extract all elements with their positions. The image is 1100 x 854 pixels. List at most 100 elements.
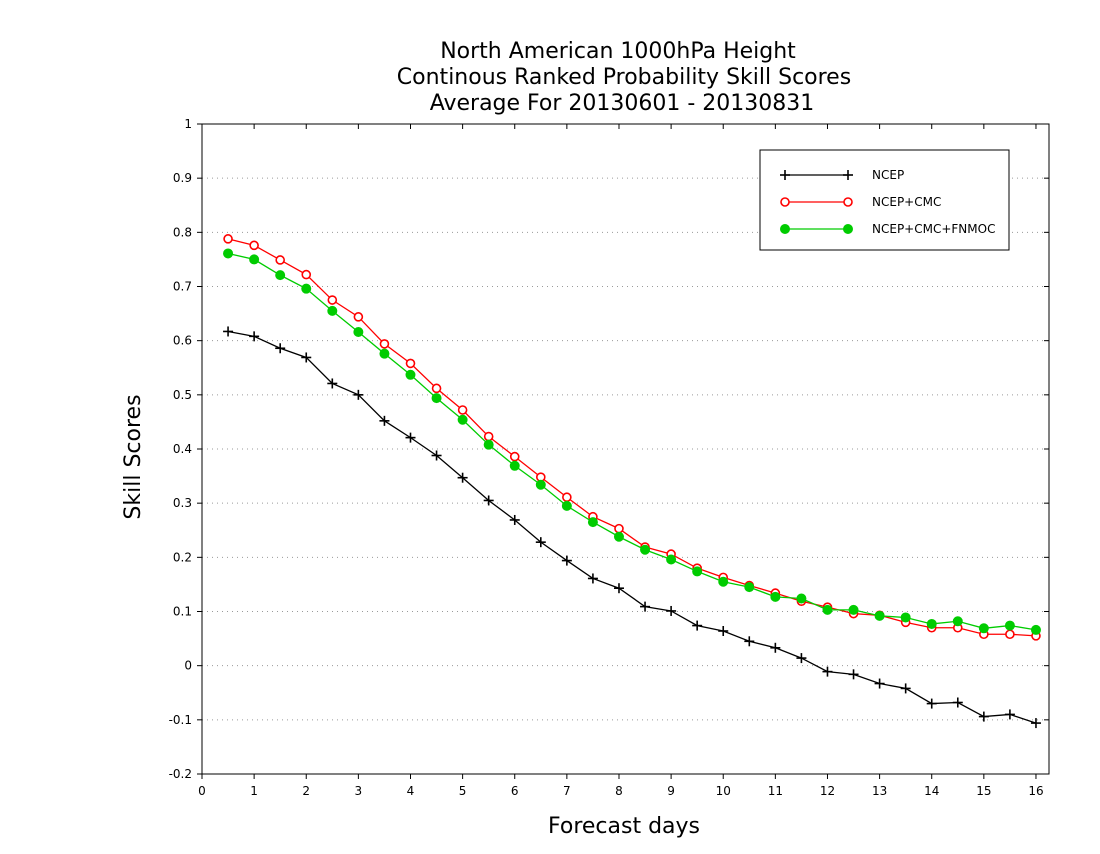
legend-label-ncep-cmc-fnmoc: NCEP+CMC+FNMOC [872,222,995,236]
chart-title-line-2: Continous Ranked Probability Skill Score… [397,65,851,90]
data-point [613,531,624,542]
y-tick-label: 0.7 [173,280,192,294]
chart-title-line-3: Average For 20130601 - 20130831 [430,91,815,116]
data-point [848,604,859,615]
legend-box [759,149,1010,251]
data-point [535,479,546,490]
y-tick-label: -0.2 [169,767,192,781]
data-point [874,610,885,621]
x-tick-label: 8 [615,784,623,798]
data-point [874,678,885,689]
data-point [483,495,494,506]
legend-marks [780,170,853,234]
y-tick-label: 0 [184,659,192,673]
data-point [249,240,259,251]
data-point [509,460,520,471]
legend-label-ncep-cmc: NCEP+CMC [872,195,941,209]
data-point [614,523,624,534]
x-axis-ticks: 0 1 2 3 4 5 6 7 8 9 10 11 12 13 14 15 16 [198,124,1044,798]
data-point [692,566,703,577]
x-tick-label: 6 [511,784,519,798]
y-tick-label: 0.3 [173,496,192,510]
data-point [457,405,468,415]
series-layer [223,234,1041,729]
x-tick-label: 7 [563,784,571,798]
data-point [275,343,286,354]
data-point [379,348,390,359]
data-point [1030,624,1041,635]
data-point [223,326,234,337]
y-tick-label: 0.9 [173,171,192,185]
data-point [353,389,364,400]
data-point [405,369,416,380]
data-point [431,393,442,404]
legend-marker [843,224,853,234]
data-point [744,636,755,647]
legend-marker [780,170,790,180]
data-point [379,415,390,426]
chart-title: North American 1000hPa Height Continous … [397,39,851,116]
y-tick-label: 1 [184,117,192,131]
x-tick-label: 16 [1028,784,1043,798]
series-line [227,252,1037,631]
data-point [822,666,833,677]
data-point [744,582,755,593]
data-point [1004,620,1015,631]
data-point [1004,709,1015,720]
x-tick-label: 13 [872,784,887,798]
data-point [796,593,807,604]
x-tick-label: 5 [459,784,467,798]
data-point [275,270,286,281]
data-point [301,283,312,294]
series-2 [223,248,1041,635]
data-point [666,605,677,616]
data-point [640,544,651,555]
data-point [561,500,572,511]
x-tick-label: 1 [250,784,258,798]
data-point [431,383,442,394]
data-point [562,492,572,503]
data-point [379,339,390,349]
data-point [353,312,364,322]
data-point [457,414,468,425]
x-tick-label: 12 [820,784,835,798]
data-point [900,612,911,623]
data-point [301,352,312,363]
data-point [613,583,624,594]
data-point [223,234,233,244]
data-point [978,623,989,634]
data-point [718,576,729,587]
data-point [509,451,520,462]
data-point [926,698,937,709]
y-tick-label: 0.2 [173,550,192,564]
x-tick-label: 0 [198,784,206,798]
data-point [509,514,520,525]
data-point [770,591,781,602]
y-tick-label: 0.5 [173,388,192,402]
x-tick-label: 4 [407,784,415,798]
data-point [587,517,598,528]
series-line [227,238,1037,637]
data-point [405,358,416,369]
legend-marker [780,224,790,234]
x-tick-label: 11 [768,784,783,798]
legend-marker [843,170,853,180]
y-tick-label: 0.4 [173,442,192,456]
data-point [353,327,364,337]
data-point [796,653,807,664]
data-point [926,618,937,629]
chart-title-line-1: North American 1000hPa Height [440,39,796,64]
x-axis-title: Forecast days [548,814,700,839]
y-tick-label: 0.1 [173,605,192,619]
legend-label-ncep: NCEP [872,168,904,182]
data-point [457,472,468,483]
data-point [666,554,677,565]
data-point [1005,629,1015,640]
data-point [692,620,703,631]
data-point [587,573,598,584]
data-point [952,616,963,627]
data-point [431,450,442,461]
data-point [275,255,285,265]
